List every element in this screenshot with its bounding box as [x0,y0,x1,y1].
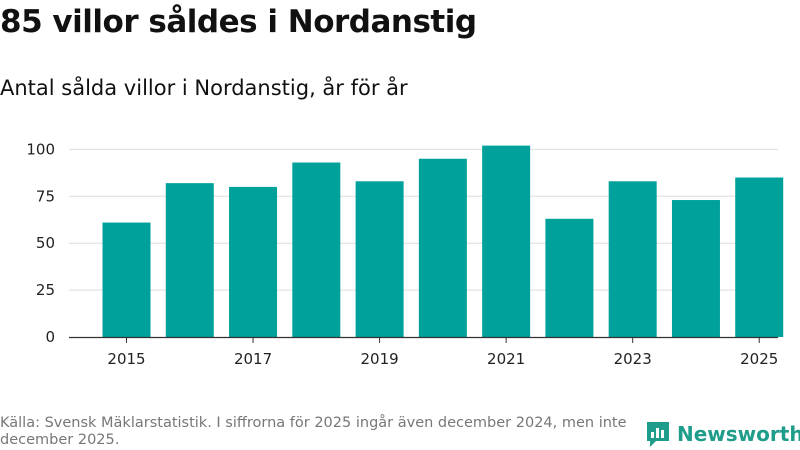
brand-logo[interactable]: Newsworthy [645,419,800,449]
bar-2020 [418,158,467,337]
y-tick-label: 0 [45,328,55,346]
axes: 0 25 50 75 100 2015 2017 2019 2021 2023 2025 [26,140,778,368]
newsworthy-logo-icon [647,422,669,447]
bar-2022 [545,218,594,337]
y-tick-label: 75 [36,187,55,205]
bars [102,145,784,337]
x-tick-label: 2015 [107,350,145,368]
bar-2024 [671,200,720,337]
y-tick-label: 25 [36,281,55,299]
x-tick-label: 2025 [740,350,778,368]
y-tick-label: 50 [36,234,55,252]
x-tick-label: 2019 [360,350,398,368]
source-note: Källa: Svensk Mäklarstatistik. I siffror… [0,415,627,448]
y-tick-label: 100 [26,140,55,158]
bar-2025 [735,177,784,337]
bar-2016 [165,183,214,337]
bar-2017 [229,186,278,337]
x-tick-label: 2021 [487,350,525,368]
x-tick-label: 2023 [614,350,652,368]
bar-2015 [102,222,151,337]
chart-title: 85 villor såldes i Nordanstig [0,4,477,40]
chart-subtitle: Antal sålda villor i Nordanstig, år för … [0,76,408,100]
bar-2023 [608,181,657,337]
bar-2021 [482,145,531,337]
x-tick-label: 2017 [234,350,272,368]
brand-name: Newsworthy [677,422,800,446]
bar-2018 [292,162,341,337]
bar-2019 [355,181,404,337]
